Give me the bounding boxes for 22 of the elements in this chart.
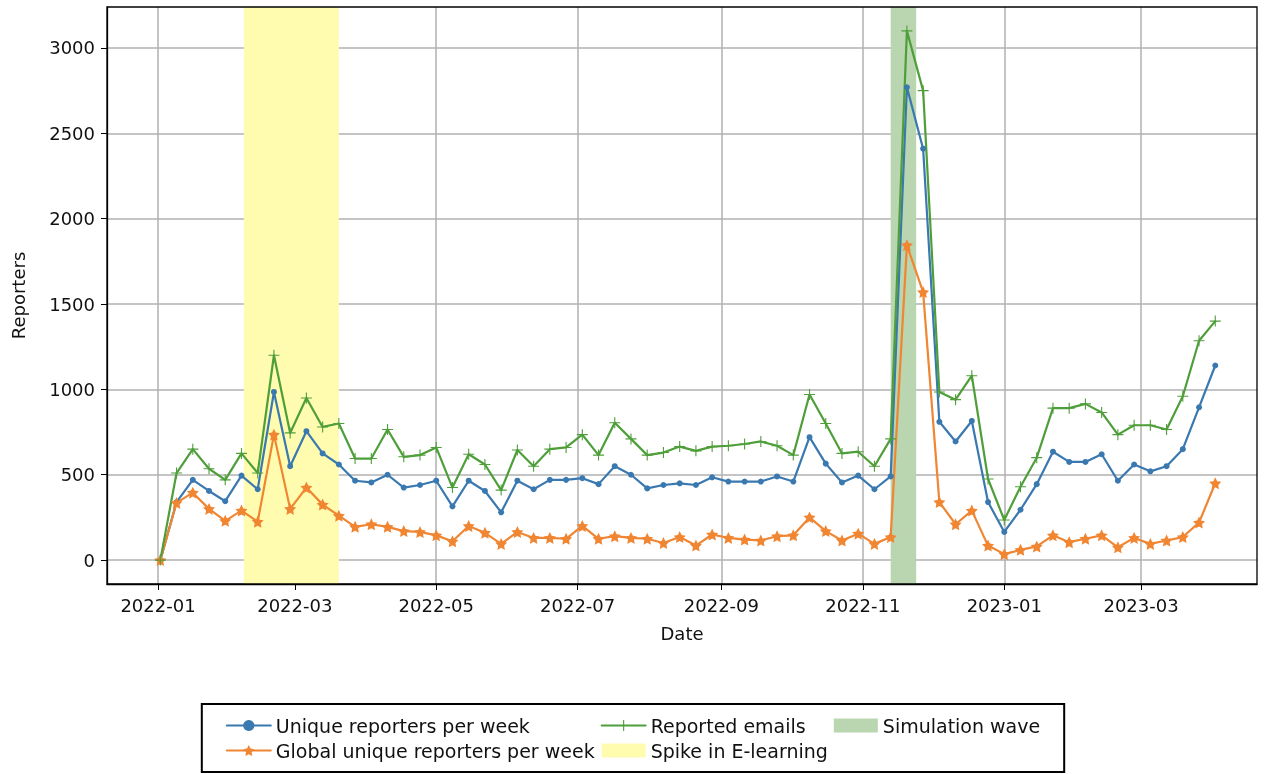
legend-label: Global unique reporters per week [275,739,595,762]
y-tick-label: 0 [83,549,95,571]
x-tick-label: 2023-01 [966,594,1042,616]
legend-label: Unique reporters per week [275,714,530,737]
x-axis-title: Date [660,622,704,644]
x-tick-label: 2023-03 [1103,594,1179,616]
y-axis-title: Reporters [7,251,29,340]
x-tick-label: 2022-07 [540,594,616,616]
legend-label: Simulation wave [882,714,1041,737]
y-tick-label: 500 [60,464,95,486]
x-tick-label: 2022-03 [257,594,333,616]
y-tick-label: 1500 [49,293,95,315]
legend-label: Reported emails [650,714,806,737]
y-tick-label: 1000 [49,378,95,400]
legend-label: Spike in E-learning [650,739,828,762]
x-tick-label: 2022-11 [825,594,901,616]
x-tick-label: 2022-01 [120,594,196,616]
x-tick-label: 2022-05 [398,594,474,616]
x-tick-label: 2022-09 [683,594,760,616]
y-tick-label: 2000 [49,208,95,230]
y-tick-label: 2500 [49,122,95,144]
y-tick-label: 3000 [49,37,95,59]
